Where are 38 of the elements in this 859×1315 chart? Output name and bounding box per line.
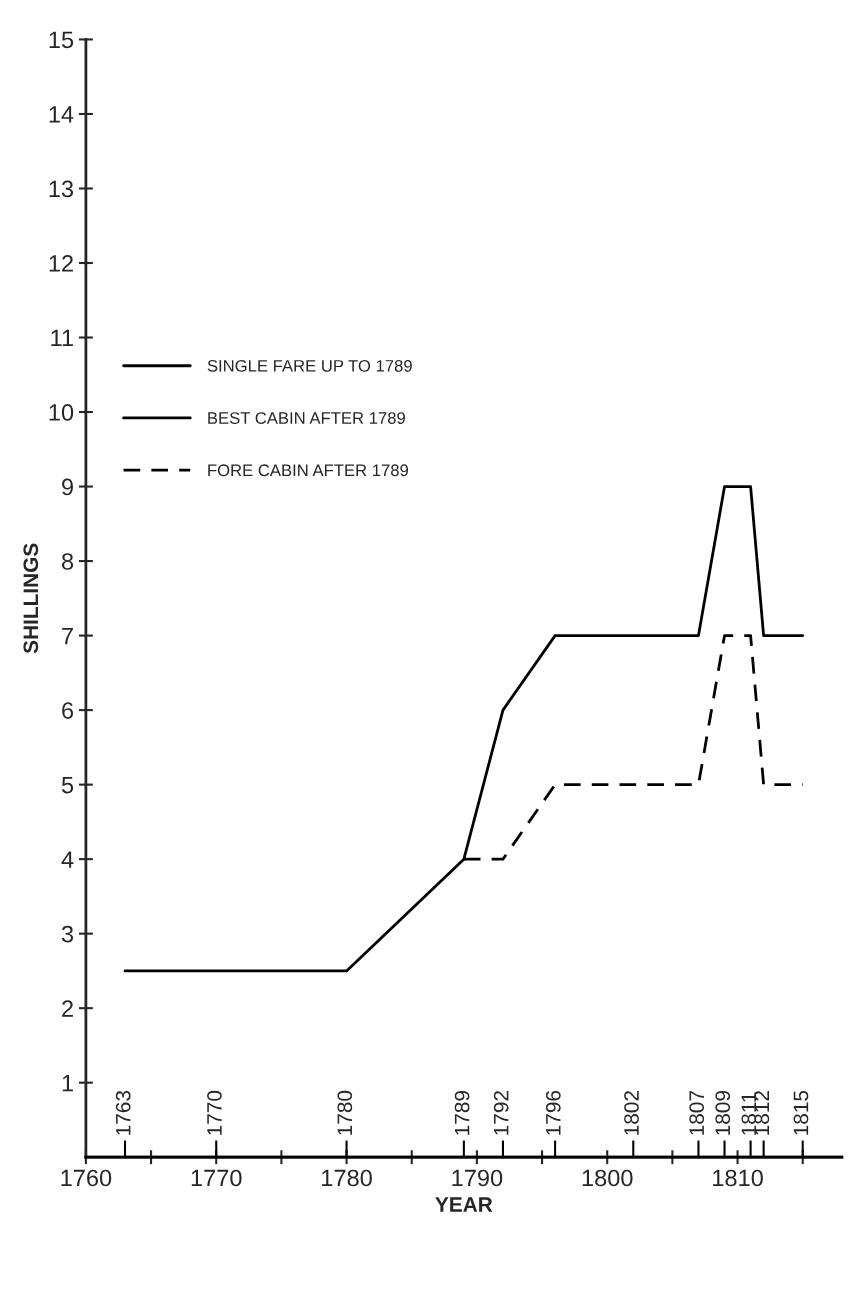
y-tick-label: 15	[49, 31, 74, 49]
y-tick-label: 2	[62, 1000, 73, 1017]
y-tick-label: 8	[61, 553, 74, 570]
x-axis-title: YEAR	[435, 1197, 493, 1212]
x-tick-label: 1810	[713, 1169, 763, 1187]
x-tick-label: 1800	[582, 1169, 633, 1187]
x2-tick-label: 1809	[715, 1091, 731, 1135]
x2-tick-label: 1770	[207, 1090, 222, 1135]
y-tick-label: 9	[62, 478, 73, 496]
y-tick-label: 12	[49, 255, 73, 272]
y-tick-label: 13	[49, 180, 74, 198]
y-tick-label: 7	[62, 627, 73, 645]
x2-tick-label: 1811	[741, 1092, 757, 1135]
x2-tick-label: 1807	[689, 1091, 705, 1135]
x2-tick-label: 1780	[337, 1090, 353, 1135]
x2-tick-label: 1792	[493, 1091, 509, 1135]
x-tick-label: 1790	[452, 1169, 503, 1187]
y-tick-label: 14	[49, 106, 74, 123]
y-tick-label: 11	[51, 329, 73, 347]
x-tick-label: 1760	[61, 1169, 112, 1187]
x2-tick-label: 1796	[545, 1090, 561, 1135]
y-axis-title: SHILLINGS	[23, 543, 39, 654]
legend-label: BEST CABIN AFTER 1789	[208, 412, 405, 424]
x2-tick-label: 1789	[454, 1091, 470, 1135]
y-tick-label: 6	[62, 702, 74, 719]
x-tick-label: 1770	[191, 1169, 242, 1187]
y-tick-label: 4	[61, 851, 74, 868]
y-tick-label: 5	[61, 776, 74, 794]
legend-label: SINGLE FARE UP TO 1789	[207, 359, 412, 372]
x-tick-label: 1780	[322, 1169, 372, 1187]
x2-tick-label: 1763	[115, 1090, 131, 1135]
x2-tick-label: 1815	[793, 1090, 809, 1135]
y-tick-label: 3	[61, 925, 74, 943]
x2-tick-label: 1812	[754, 1091, 770, 1135]
x2-tick-label: 1802	[624, 1091, 639, 1135]
y-tick-label: 10	[49, 404, 74, 421]
legend-label: FORE CABIN AFTER 1789	[208, 464, 409, 477]
y-tick-label: 1	[62, 1074, 73, 1092]
